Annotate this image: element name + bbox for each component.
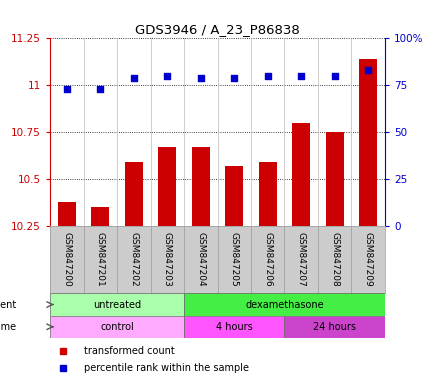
Point bbox=[164, 73, 171, 79]
Point bbox=[97, 86, 104, 92]
Text: GSM847209: GSM847209 bbox=[363, 232, 372, 286]
Bar bbox=[358, 59, 377, 226]
Bar bbox=[191, 147, 210, 226]
Bar bbox=[57, 202, 76, 226]
Bar bbox=[184, 293, 384, 316]
Text: percentile rank within the sample: percentile rank within the sample bbox=[83, 363, 248, 373]
Bar bbox=[258, 162, 276, 226]
Text: GSM847205: GSM847205 bbox=[229, 232, 238, 286]
Point bbox=[130, 75, 137, 81]
Text: GSM847203: GSM847203 bbox=[162, 232, 171, 286]
Text: agent: agent bbox=[0, 300, 16, 310]
Text: transformed count: transformed count bbox=[83, 346, 174, 356]
Text: untreated: untreated bbox=[93, 300, 141, 310]
Bar bbox=[325, 132, 343, 226]
Point bbox=[364, 67, 371, 73]
Point bbox=[197, 75, 204, 81]
Text: GSM847206: GSM847206 bbox=[263, 232, 272, 286]
Text: GSM847201: GSM847201 bbox=[95, 232, 105, 286]
Point bbox=[297, 73, 304, 79]
Bar bbox=[184, 316, 284, 338]
Text: GSM847208: GSM847208 bbox=[329, 232, 339, 286]
Text: GSM847207: GSM847207 bbox=[296, 232, 305, 286]
Text: GSM847200: GSM847200 bbox=[62, 232, 71, 286]
Bar bbox=[224, 166, 243, 226]
Bar bbox=[91, 207, 109, 226]
Text: control: control bbox=[100, 322, 134, 332]
Bar bbox=[291, 123, 310, 226]
Bar bbox=[158, 147, 176, 226]
Bar bbox=[50, 293, 184, 316]
Bar bbox=[50, 316, 184, 338]
Point bbox=[63, 86, 70, 92]
Point bbox=[331, 73, 338, 79]
Text: GSM847204: GSM847204 bbox=[196, 232, 205, 286]
Point bbox=[264, 73, 271, 79]
Text: GSM847202: GSM847202 bbox=[129, 232, 138, 286]
Point bbox=[230, 75, 237, 81]
Text: 24 hours: 24 hours bbox=[312, 322, 355, 332]
Bar bbox=[124, 162, 143, 226]
Text: 4 hours: 4 hours bbox=[215, 322, 252, 332]
Title: GDS3946 / A_23_P86838: GDS3946 / A_23_P86838 bbox=[135, 23, 299, 36]
Text: dexamethasone: dexamethasone bbox=[245, 300, 323, 310]
Text: time: time bbox=[0, 322, 16, 332]
Bar bbox=[284, 316, 384, 338]
